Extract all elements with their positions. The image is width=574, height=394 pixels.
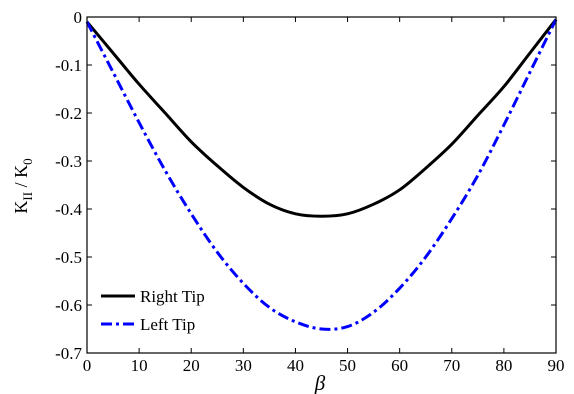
y-axis-label-denominator: K [11, 165, 31, 178]
x-tick-label: 0 [83, 356, 92, 375]
x-tick-label: 50 [339, 356, 356, 375]
y-tick-label: -0.6 [55, 296, 82, 315]
x-tick-label: 90 [548, 356, 565, 375]
x-axis-label: β [314, 371, 326, 394]
plot-area-frame [86, 16, 557, 354]
y-tick-label: -0.4 [55, 200, 82, 219]
series-line-1 [85, 18, 558, 331]
y-tick-label: -0.7 [55, 344, 82, 363]
y-tick-label: 0 [74, 8, 83, 27]
x-tick-label: 60 [391, 356, 408, 375]
y-axis-label-denominator-subscript: 0 [20, 158, 35, 165]
y-axis-label: KII / K0 [11, 158, 35, 213]
x-tick-label: 10 [131, 356, 148, 375]
x-tick-label: 70 [443, 356, 460, 375]
series-line-0 [85, 18, 558, 218]
y-axis-label-main-subscript: II [20, 192, 35, 201]
y-tick-labels: 0 -0.1 -0.2 -0.3 -0.4 -0.5 -0.6 -0.7 [55, 8, 82, 363]
y-tick-label: -0.3 [55, 152, 82, 171]
plot-series [85, 18, 558, 331]
legend-label-1: Left Tip [140, 315, 195, 334]
x-tick-labels: 0 10 20 30 40 50 60 70 80 90 [83, 356, 565, 375]
y-tick-label: -0.5 [55, 248, 82, 267]
y-tick-label: -0.2 [55, 104, 82, 123]
axis-ticks [86, 16, 557, 354]
y-axis-label-main: K [11, 201, 31, 214]
x-tick-label: 40 [287, 356, 304, 375]
y-tick-label: -0.1 [55, 56, 82, 75]
legend-label-0: Right Tip [140, 287, 205, 306]
y-axis-label-separator: / [11, 178, 31, 192]
x-tick-label: 20 [183, 356, 200, 375]
legend: Right Tip Left Tip [101, 287, 205, 334]
x-tick-label: 80 [495, 356, 512, 375]
x-tick-label: 30 [235, 356, 252, 375]
